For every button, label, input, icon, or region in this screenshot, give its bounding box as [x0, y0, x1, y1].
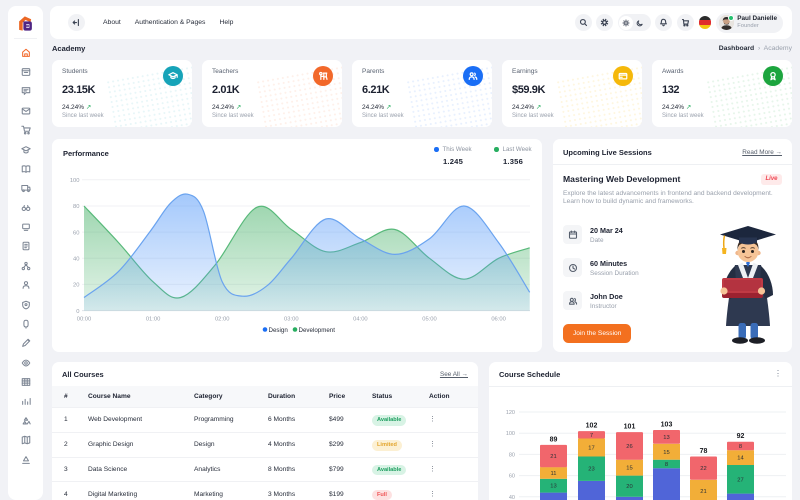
svg-text:15: 15 [663, 450, 669, 456]
svg-text:02:00: 02:00 [215, 317, 230, 323]
svg-text:27: 27 [737, 477, 743, 483]
svg-text:60: 60 [509, 474, 515, 480]
svg-text:06:00: 06:00 [491, 317, 506, 323]
svg-text:7: 7 [590, 433, 593, 439]
svg-text:Design: Design [269, 327, 289, 334]
svg-text:100: 100 [506, 431, 515, 437]
svg-text:20: 20 [626, 484, 632, 490]
svg-text:20: 20 [73, 283, 79, 289]
svg-text:03:00: 03:00 [284, 317, 299, 323]
svg-text:22: 22 [700, 466, 706, 472]
svg-text:80: 80 [73, 204, 79, 210]
svg-text:21: 21 [700, 489, 706, 495]
svg-text:11: 11 [550, 471, 556, 477]
svg-text:05:00: 05:00 [422, 317, 437, 323]
svg-text:0: 0 [76, 309, 79, 315]
svg-text:89: 89 [550, 436, 558, 443]
svg-text:13: 13 [663, 435, 669, 441]
svg-text:102: 102 [586, 423, 598, 430]
svg-text:00:00: 00:00 [77, 317, 92, 323]
svg-text:23: 23 [588, 467, 594, 473]
svg-text:8: 8 [739, 444, 742, 450]
svg-text:Development: Development [299, 327, 336, 334]
svg-text:100: 100 [70, 178, 80, 184]
svg-text:01:00: 01:00 [146, 317, 161, 323]
svg-text:92: 92 [737, 433, 745, 440]
svg-text:15: 15 [626, 466, 632, 472]
svg-text:103: 103 [661, 422, 673, 429]
svg-text:60: 60 [73, 230, 79, 236]
svg-text:40: 40 [73, 257, 79, 263]
svg-text:21: 21 [550, 454, 556, 460]
svg-text:80: 80 [509, 452, 515, 458]
svg-text:8: 8 [665, 462, 668, 468]
svg-text:78: 78 [700, 448, 708, 455]
svg-text:40: 40 [509, 495, 515, 500]
svg-text:101: 101 [624, 424, 636, 431]
svg-text:14: 14 [737, 456, 744, 462]
svg-text:13: 13 [550, 484, 556, 490]
svg-text:17: 17 [588, 446, 594, 452]
svg-text:26: 26 [626, 444, 632, 450]
svg-text:04:00: 04:00 [353, 317, 368, 323]
svg-text:120: 120 [506, 410, 515, 416]
